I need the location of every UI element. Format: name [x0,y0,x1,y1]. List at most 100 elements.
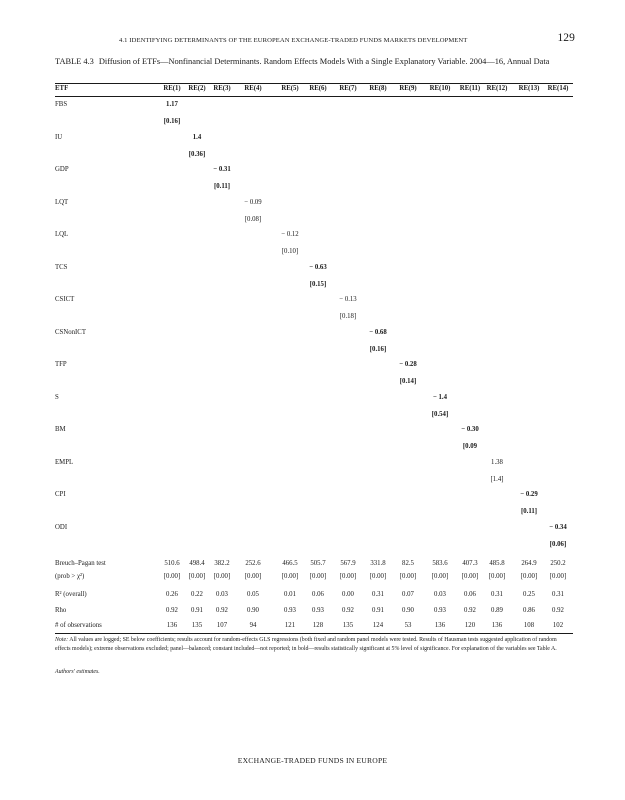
header-re14: RE(14) [547,85,569,92]
r2-overall-value: 0.00 [342,591,354,598]
rho-value: 0.93 [284,607,296,614]
breusch-pagan-value: 82.5 [402,560,414,567]
observations-value: 94 [249,622,257,629]
breusch-pagan-prob-value: [0.00] [281,573,299,580]
breusch-pagan-prob-value: [0.00] [244,573,262,580]
header-re4: RE(4) [244,85,262,92]
rho-value: 0.89 [491,607,503,614]
breusch-pagan-prob-value: [0.00] [188,573,206,580]
r2-overall-label: R² (overall) [55,591,87,598]
breusch-pagan-label: Breuch–Pagan test [55,560,106,567]
coefficient-tcs: − 0.63 [309,263,327,271]
r2-overall-value: 0.06 [464,591,476,598]
observations-value: 135 [191,622,203,629]
standard-error-cpi: [0.11] [520,508,538,515]
standard-error-tcs: [0.15] [309,280,327,288]
header-etf: ETF [55,85,69,92]
standard-error-fbs: [0.16] [163,118,181,125]
row-label-cpi: CPI [55,491,66,498]
row-label-csict: CSICT [55,296,75,303]
header-re8: RE(8) [369,85,387,92]
standard-error-gdp: [0.11] [213,183,231,190]
r2-overall-value: 0.31 [372,591,384,598]
breusch-pagan-prob-value: [0.00] [488,573,506,580]
table-header-rule [55,95,573,97]
standard-error-tfp: [0.14] [399,378,417,385]
breusch-pagan-prob-value: [0.00] [520,573,538,580]
row-label-tfp: TFP [55,361,67,368]
coefficient-s: − 1.4 [432,393,448,401]
rho-value: 0.91 [372,607,384,614]
r2-overall-value: 0.31 [552,591,564,598]
standard-error-lqt: [0.08] [244,215,262,223]
breusch-pagan-prob-value: [0.00] [431,573,449,580]
r2-overall-value: 0.06 [312,591,324,598]
r2-overall-value: 0.07 [402,591,414,598]
r2-overall-value: 0.01 [284,591,296,598]
rho-value: 0.92 [552,607,564,614]
coefficient-bm: − 0.30 [461,426,479,433]
standard-error-iu: [0.36] [188,150,206,158]
coefficient-cpi: − 0.29 [520,491,538,498]
rho-value: 0.92 [216,607,228,614]
row-label-gdp: GDP [55,166,69,173]
r2-overall-value: 0.31 [491,591,503,598]
rho-value: 0.93 [312,607,324,614]
breusch-pagan-value: 505.7 [310,560,326,567]
header-re3: RE(3) [213,85,231,92]
header-re5: RE(5) [281,85,299,92]
coefficient-fbs: 1.17 [166,101,178,108]
observations-value: 53 [404,622,412,629]
breusch-pagan-prob-value: [0.00] [213,573,231,580]
r2-overall-value: 0.26 [166,591,178,598]
observations-value: 136 [434,622,446,629]
header-re12: RE(12) [486,85,508,92]
header-re1: RE(1) [163,85,181,92]
breusch-pagan-value: 382.2 [214,560,230,567]
note-text: All values are logged; SE below coeffici… [55,637,557,652]
rho-value: 0.91 [191,607,203,614]
row-label-bm: BM [55,426,66,433]
observations-value: 108 [523,622,535,629]
rho-label: Rho [55,607,67,614]
header-re10: RE(10) [429,85,451,92]
observations-value: 121 [284,622,296,629]
header-re13: RE(13) [518,85,540,92]
coefficient-tfp: − 0.28 [399,361,417,368]
breusch-pagan-value: 510.6 [164,560,180,567]
row-label-iu: IU [55,133,63,141]
breusch-pagan-value: 331.8 [370,560,386,567]
coefficient-empl: 1.38 [491,458,503,466]
running-header: 4.1 IDENTIFYING DETERMINANTS OF THE EURO… [55,32,575,48]
breusch-pagan-prob-label: (prob > χ²) [55,573,85,580]
breusch-pagan-prob-value: [0.00] [461,573,479,580]
breusch-pagan-value: 252.6 [245,560,261,567]
row-label-lql: LQL [55,231,69,238]
header-re2: RE(2) [188,85,206,92]
table-top-rule [55,83,573,85]
row-label-fbs: FBS [55,101,68,108]
observations-value: 128 [312,622,324,629]
breusch-pagan-prob-value: [0.00] [369,573,387,580]
header-re6: RE(6) [309,85,327,92]
breusch-pagan-value: 583.6 [432,560,448,567]
source-note: Authors' estimates. [55,669,100,675]
observations-value: 135 [342,622,354,629]
standard-error-csict: [0.18] [339,313,357,320]
r2-overall-value: 0.05 [247,591,259,598]
breusch-pagan-prob-value: [0.00] [163,573,181,580]
r2-overall-value: 0.25 [523,591,535,598]
observations-value: 124 [372,622,384,629]
observations-value: 136 [166,622,178,629]
standard-error-csnonict: [0.16] [369,345,387,353]
breusch-pagan-value: 498.4 [189,560,205,567]
observations-value: 107 [216,622,228,629]
r2-overall-value: 0.03 [216,591,228,598]
rho-value: 0.86 [523,607,535,614]
breusch-pagan-value: 407.3 [462,560,478,567]
coefficient-csnonict: − 0.68 [369,328,387,336]
row-label-tcs: TCS [55,263,68,271]
breusch-pagan-prob-value: [0.00] [339,573,357,580]
row-label-empl: EMPL [55,458,74,466]
observations-value: 102 [552,622,564,629]
